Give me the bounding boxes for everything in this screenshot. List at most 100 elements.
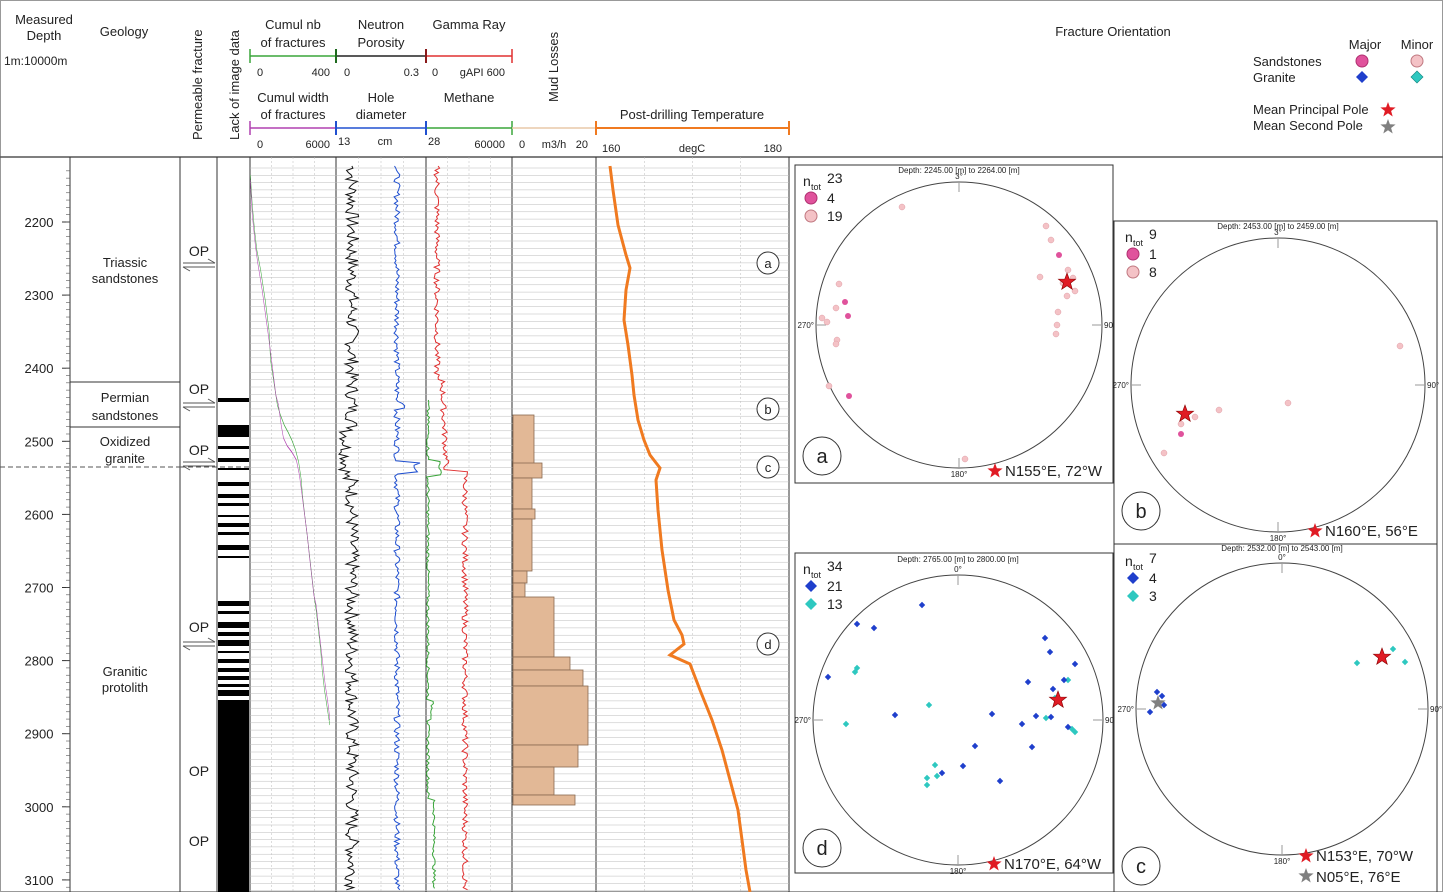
methane-tick-max: 60000 [474, 139, 505, 151]
gamma-tick-max: gAPI 600 [460, 67, 505, 79]
stereonet-panel-b: 3° 90° 180° 270° Depth: 2453.00 [m] to 2459.… [1112, 220, 1439, 545]
hole-title-1: Hole [368, 90, 395, 105]
stereonet-dir-west: 270° [794, 716, 811, 725]
temperature-curve [608, 165, 752, 892]
stereonet-depth-range: Depth: 2765.00 [m] to 2800.00 [m] [897, 555, 1018, 564]
cumul-width-tick-max: 6000 [306, 139, 330, 151]
cumul-width-title-1: Cumul width [257, 90, 329, 105]
pole-minor [1052, 330, 1060, 338]
stereonet-dir-east: 90° [1105, 716, 1117, 725]
ntot-value: 34 [827, 558, 843, 574]
pole-major [988, 710, 996, 718]
interval-marker-label: d [764, 637, 771, 652]
legend-sandstone-major-marker [1355, 54, 1369, 68]
pole-minor [1396, 342, 1404, 350]
depth-scale: 1m:10000m [4, 54, 67, 68]
pole-minor [925, 701, 933, 709]
pole-major [1178, 431, 1184, 437]
permeable-fracture-op-label: OP [189, 763, 209, 779]
permeable-fracture-markers: OP OP OP OP OP OP [182, 243, 216, 849]
mean-principal-pole-star-icon [1372, 647, 1392, 666]
pole-major [846, 393, 852, 399]
lack-data-bar [218, 640, 249, 646]
count-major-value: 4 [827, 190, 835, 206]
interval-markers: a b c d [756, 251, 780, 656]
stereonet-dir-east: 90° [1427, 381, 1439, 390]
pole-minor [818, 314, 826, 322]
lack-data-bar [218, 556, 249, 558]
panel-label-circle [802, 828, 842, 868]
geology-unit-granitic-1: Granitic [103, 664, 148, 679]
stereonet-dir-west: 270° [797, 321, 814, 330]
log-curves [250, 165, 469, 891]
pole-minor [1064, 266, 1072, 274]
pole-major [1158, 692, 1166, 700]
count-minor-marker [1126, 265, 1140, 279]
neutron-title-2: Porosity [358, 35, 405, 50]
stereonet-dir-west: 270° [1117, 705, 1134, 714]
count-minor-marker [1127, 590, 1139, 602]
legend-granite: Granite [1253, 70, 1296, 85]
neutron-tick-max: 0.3 [404, 67, 419, 79]
legend-sandstone-minor-marker [1410, 54, 1424, 68]
pole-major [1056, 252, 1062, 258]
count-major-marker [1127, 572, 1139, 584]
stereonet-dir-north: 0° [954, 565, 962, 574]
stereonet-dir-east: 90° [1104, 321, 1116, 330]
fracture-arrow-icon [182, 457, 216, 471]
pole-major [853, 620, 861, 628]
lack-data-bar [218, 659, 249, 663]
header: Measured Depth 1m:10000m Geology Permeab… [4, 12, 1171, 155]
count-major-marker [1126, 247, 1140, 261]
stereonet-dir-south: 180° [1270, 534, 1287, 543]
pole-minor [923, 781, 931, 789]
result-principal-orientation: N170°E, 64°W [1004, 856, 1102, 873]
pole-minor [961, 455, 969, 463]
legend-granite-major-marker [1356, 71, 1368, 83]
geology-unit-granitic-2: protolith [102, 680, 148, 695]
pole-minor [1389, 645, 1397, 653]
stereonet-panels: 3°90°180°270°Depth: 2245.00 [m] to 2264.… [794, 164, 1442, 892]
geology-unit-triassic-1: Triassic [103, 255, 148, 270]
pole-major [1049, 685, 1057, 693]
mud-loss-bar [512, 518, 533, 572]
pole-minor [1047, 236, 1055, 244]
pole-minor [823, 318, 831, 326]
hole-tick-0: 13 [338, 136, 350, 148]
interval-marker-circle [756, 251, 780, 275]
stereonet-dir-south: 180° [1274, 857, 1291, 866]
mud-losses-track [512, 414, 589, 806]
depth-tick-label: 3000 [25, 800, 54, 815]
pole-major [824, 673, 832, 681]
interval-marker-label: a [764, 256, 772, 271]
stereonet-frame [1113, 220, 1438, 545]
neutron-curve [337, 165, 361, 891]
lack-data-bar [218, 446, 249, 449]
panel-label: b [1135, 501, 1146, 523]
pole-minor [1042, 714, 1050, 722]
pole-minor [1064, 676, 1072, 684]
mud-tick-0: 0 [519, 139, 525, 151]
lack-data-bar [218, 482, 249, 486]
count-major-value: 4 [1149, 570, 1157, 586]
ntot-value: 23 [827, 170, 843, 186]
pole-minor [1191, 413, 1199, 421]
depth-tick-label: 2700 [25, 581, 54, 596]
ntot-subscript: tot [1133, 562, 1144, 572]
pole-major [1047, 713, 1055, 721]
pole-minor [898, 203, 906, 211]
methane-curve [425, 399, 442, 889]
count-minor-value: 19 [827, 208, 843, 224]
methane-tick-0: 28 [428, 136, 440, 148]
temp-tick-0: 160 [602, 143, 620, 155]
depth-tick-label: 2800 [25, 654, 54, 669]
fracture-arrow-icon [182, 637, 216, 651]
result-second-star-icon [1298, 868, 1314, 883]
interval-marker-circle [756, 455, 780, 479]
geology-unit-oxidized-1: Oxidized [100, 434, 151, 449]
count-minor-marker [805, 598, 817, 610]
panel-label: d [816, 838, 827, 860]
mud-loss-bar [512, 508, 536, 520]
lack-data-bar [218, 700, 249, 892]
mud-loss-bar [512, 744, 579, 768]
